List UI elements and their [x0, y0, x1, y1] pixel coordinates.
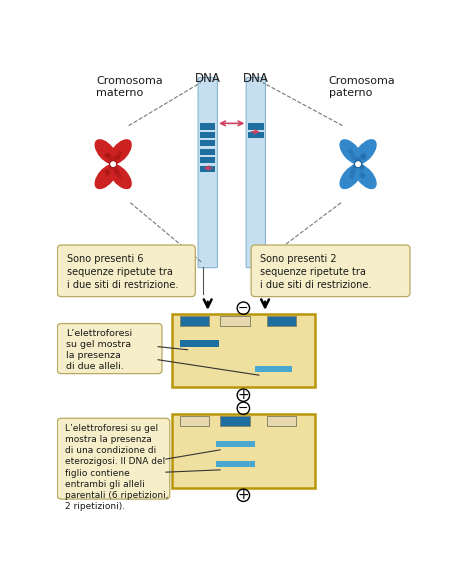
Text: DNA: DNA: [243, 72, 269, 85]
Ellipse shape: [110, 161, 115, 166]
Ellipse shape: [352, 164, 357, 169]
Ellipse shape: [351, 167, 356, 172]
Ellipse shape: [112, 156, 117, 161]
Bar: [172, 314, 315, 388]
Ellipse shape: [114, 167, 119, 171]
Bar: [220, 316, 250, 326]
Bar: [172, 414, 315, 487]
Ellipse shape: [95, 164, 118, 189]
Ellipse shape: [358, 162, 363, 166]
Ellipse shape: [110, 161, 115, 166]
FancyBboxPatch shape: [57, 324, 162, 374]
Bar: [200, 149, 215, 155]
Ellipse shape: [349, 152, 354, 157]
FancyBboxPatch shape: [198, 78, 218, 268]
Ellipse shape: [113, 169, 118, 174]
Bar: [200, 132, 215, 138]
Text: L’elettroforesi
su gel mostra
la presenza
di due alleli.: L’elettroforesi su gel mostra la presenz…: [66, 329, 132, 371]
Ellipse shape: [105, 153, 110, 157]
Ellipse shape: [109, 165, 114, 170]
Bar: [248, 123, 263, 130]
Bar: [180, 341, 218, 346]
Ellipse shape: [348, 148, 353, 153]
Ellipse shape: [359, 164, 364, 169]
Bar: [248, 132, 263, 138]
FancyBboxPatch shape: [57, 245, 196, 297]
Bar: [180, 416, 209, 426]
Ellipse shape: [107, 155, 112, 159]
Bar: [255, 366, 292, 372]
Ellipse shape: [109, 139, 132, 164]
Bar: [200, 123, 215, 130]
Ellipse shape: [118, 151, 123, 156]
FancyBboxPatch shape: [251, 245, 410, 297]
Ellipse shape: [354, 139, 377, 164]
Text: DNA: DNA: [195, 72, 221, 85]
Text: +: +: [238, 388, 249, 402]
Ellipse shape: [112, 162, 117, 167]
Bar: [216, 440, 255, 447]
Ellipse shape: [109, 164, 132, 189]
Text: Cromosoma
paterno: Cromosoma paterno: [329, 76, 395, 98]
Ellipse shape: [115, 155, 120, 160]
Ellipse shape: [354, 158, 359, 164]
Ellipse shape: [362, 152, 367, 157]
Bar: [200, 157, 215, 164]
Text: Sono presenti 6
sequenze ripetute tra
i due siti di restrizione.: Sono presenti 6 sequenze ripetute tra i …: [67, 254, 178, 290]
Text: L’elettroforesi su gel
mostra la presenza
di una condizione di
eterozigosi. Il D: L’elettroforesi su gel mostra la presenz…: [65, 424, 168, 511]
Ellipse shape: [354, 164, 377, 189]
Ellipse shape: [361, 174, 365, 178]
Ellipse shape: [105, 172, 110, 177]
Ellipse shape: [350, 170, 355, 175]
Text: −: −: [238, 402, 249, 415]
Ellipse shape: [359, 172, 364, 177]
Ellipse shape: [115, 170, 120, 175]
Ellipse shape: [117, 174, 122, 179]
Text: +: +: [238, 488, 249, 502]
Ellipse shape: [104, 169, 109, 174]
Ellipse shape: [108, 158, 113, 164]
Text: Cromosoma
materno: Cromosoma materno: [96, 76, 163, 98]
Text: −: −: [238, 302, 249, 315]
Ellipse shape: [106, 170, 111, 174]
Ellipse shape: [116, 154, 121, 159]
Ellipse shape: [349, 174, 354, 179]
Ellipse shape: [339, 164, 363, 189]
Bar: [267, 316, 296, 326]
FancyBboxPatch shape: [246, 78, 265, 268]
Ellipse shape: [110, 162, 115, 167]
Ellipse shape: [351, 156, 356, 160]
Ellipse shape: [356, 157, 361, 161]
Ellipse shape: [354, 163, 358, 168]
Bar: [200, 140, 215, 147]
Ellipse shape: [354, 161, 359, 166]
Ellipse shape: [361, 155, 366, 160]
FancyBboxPatch shape: [57, 418, 170, 499]
Bar: [267, 416, 296, 426]
Circle shape: [354, 161, 362, 168]
Circle shape: [110, 161, 117, 168]
Bar: [180, 316, 209, 326]
Bar: [216, 461, 255, 467]
Ellipse shape: [95, 139, 118, 164]
Ellipse shape: [339, 139, 363, 164]
Ellipse shape: [357, 162, 362, 167]
Ellipse shape: [360, 155, 365, 159]
Text: Sono presenti 2
sequenze ripetute tra
i due siti di restrizione.: Sono presenti 2 sequenze ripetute tra i …: [260, 254, 372, 290]
Ellipse shape: [359, 166, 364, 171]
Bar: [220, 416, 250, 426]
Bar: [200, 166, 215, 172]
Ellipse shape: [105, 153, 110, 158]
